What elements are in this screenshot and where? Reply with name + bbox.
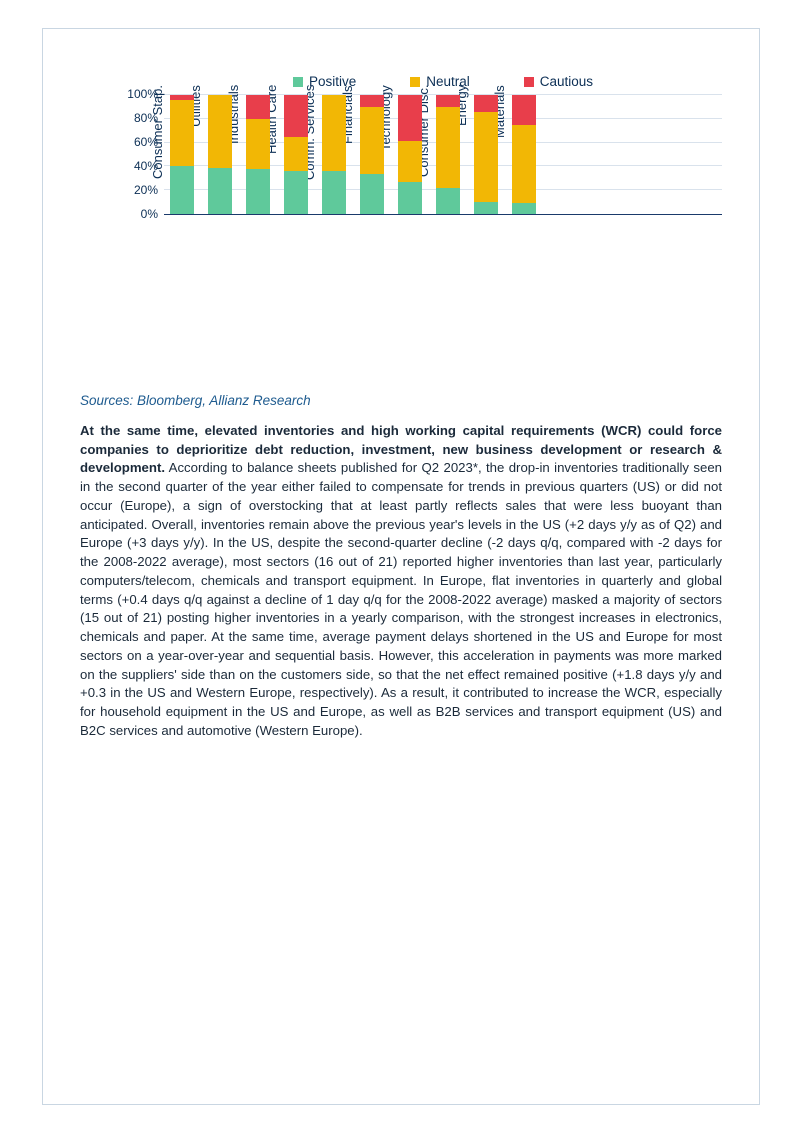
x-tick-label: Consumer Stap.	[170, 235, 194, 385]
bar-segment-positive	[246, 169, 270, 214]
bar-segment-neutral	[170, 100, 194, 167]
bar-segment-cautious	[512, 95, 536, 125]
x-tick-label: Materials	[512, 235, 536, 385]
chart-bar	[246, 95, 270, 214]
bar-segment-positive	[208, 168, 232, 214]
chart-sources: Sources: Bloomberg, Allianz Research	[80, 393, 722, 408]
chart-bar	[436, 95, 460, 214]
x-tick-label: Energy	[474, 235, 498, 385]
bar-segment-neutral	[322, 95, 346, 171]
bar-segment-cautious	[246, 95, 270, 119]
chart-legend: PositiveNeutralCautious	[164, 74, 722, 89]
page-content: PositiveNeutralCautious 100%80%60%40%20%…	[42, 28, 760, 1105]
bar-segment-neutral	[512, 125, 536, 204]
bar-segment-neutral	[436, 107, 460, 188]
bar-segment-cautious	[474, 95, 498, 112]
bar-segment-cautious	[436, 95, 460, 107]
legend-item: Cautious	[524, 74, 593, 89]
x-tick-label: Utilities	[208, 235, 232, 385]
x-tick-label: Comm. Services	[322, 235, 346, 385]
bar-segment-positive	[170, 166, 194, 214]
bar-segment-positive	[284, 171, 308, 214]
chart-bar	[208, 95, 232, 214]
bar-segment-neutral	[246, 119, 270, 169]
legend-swatch	[524, 77, 534, 87]
legend-label: Cautious	[540, 74, 593, 89]
chart-bar	[512, 95, 536, 214]
bar-segment-positive	[322, 171, 346, 214]
body-paragraph: At the same time, elevated inventories a…	[80, 422, 722, 740]
x-tick-label: Financials	[360, 235, 384, 385]
bar-segment-neutral	[360, 107, 384, 174]
bar-segment-positive	[360, 174, 384, 214]
bar-segment-cautious	[398, 95, 422, 141]
bar-segment-positive	[474, 202, 498, 214]
bar-segment-neutral	[398, 141, 422, 181]
chart-bar	[398, 95, 422, 214]
bar-segment-neutral	[474, 112, 498, 202]
bar-segment-neutral	[284, 137, 308, 172]
x-tick-label: Health Care	[284, 235, 308, 385]
x-tick-label: Industrials	[246, 235, 270, 385]
paragraph-rest: According to balance sheets published fo…	[80, 460, 722, 737]
chart-bar	[170, 95, 194, 214]
x-axis-labels: Consumer Stap. Utilities Industrials Health…	[164, 229, 722, 385]
bar-segment-positive	[398, 182, 422, 214]
bar-segment-positive	[436, 188, 460, 214]
bar-segment-cautious	[360, 95, 384, 107]
sector-sentiment-chart: PositiveNeutralCautious 100%80%60%40%20%…	[116, 74, 722, 385]
chart-bar	[474, 95, 498, 214]
chart-bar	[284, 95, 308, 214]
x-tick-label: Technology	[398, 235, 422, 385]
bar-segment-cautious	[284, 95, 308, 137]
bar-segment-positive	[512, 203, 536, 214]
chart-bar	[360, 95, 384, 214]
chart-bar	[322, 95, 346, 214]
x-tick-label: Consumer Disc.	[436, 235, 460, 385]
bar-segment-neutral	[208, 95, 232, 168]
chart-plot	[164, 95, 722, 215]
